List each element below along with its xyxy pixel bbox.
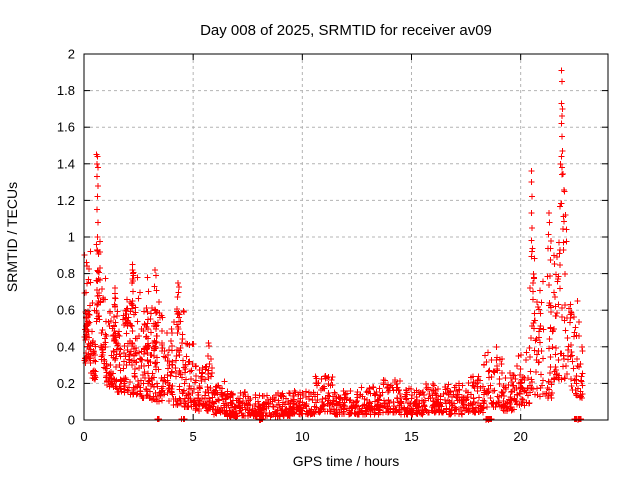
y-tick-label: 1.2 [57, 193, 75, 208]
gridlines [84, 54, 608, 420]
y-tick-label: 1.6 [57, 120, 75, 135]
chart-title: Day 008 of 2025, SRMTID for receiver av0… [200, 22, 492, 39]
y-tick-label: 0.2 [57, 376, 75, 391]
y-tick-label: 1.8 [57, 83, 75, 98]
x-tick-label: 5 [190, 429, 197, 444]
x-tick-label: 15 [404, 429, 418, 444]
y-tick-label: 0.4 [57, 339, 75, 354]
y-tick-label: 1 [68, 230, 75, 245]
data-points [81, 67, 586, 423]
x-tick-label: 20 [513, 429, 527, 444]
y-tick-label: 0.8 [57, 266, 75, 281]
y-tick-label: 2 [68, 47, 75, 62]
scatter-markers [81, 67, 586, 423]
plot-frame [83, 53, 609, 421]
y-tick-label: 0 [68, 413, 75, 428]
y-tick-label: 1.4 [57, 156, 75, 171]
x-tick-label: 0 [80, 429, 87, 444]
x-tick-label: 10 [295, 429, 309, 444]
x-axis-label: GPS time / hours [293, 453, 400, 469]
y-tick-label: 0.6 [57, 303, 75, 318]
tick-labels: 00.20.40.60.811.21.41.61.820 5 10 15 20 [57, 47, 528, 445]
y-axis-label: SRMTID / TECUs [4, 182, 20, 292]
